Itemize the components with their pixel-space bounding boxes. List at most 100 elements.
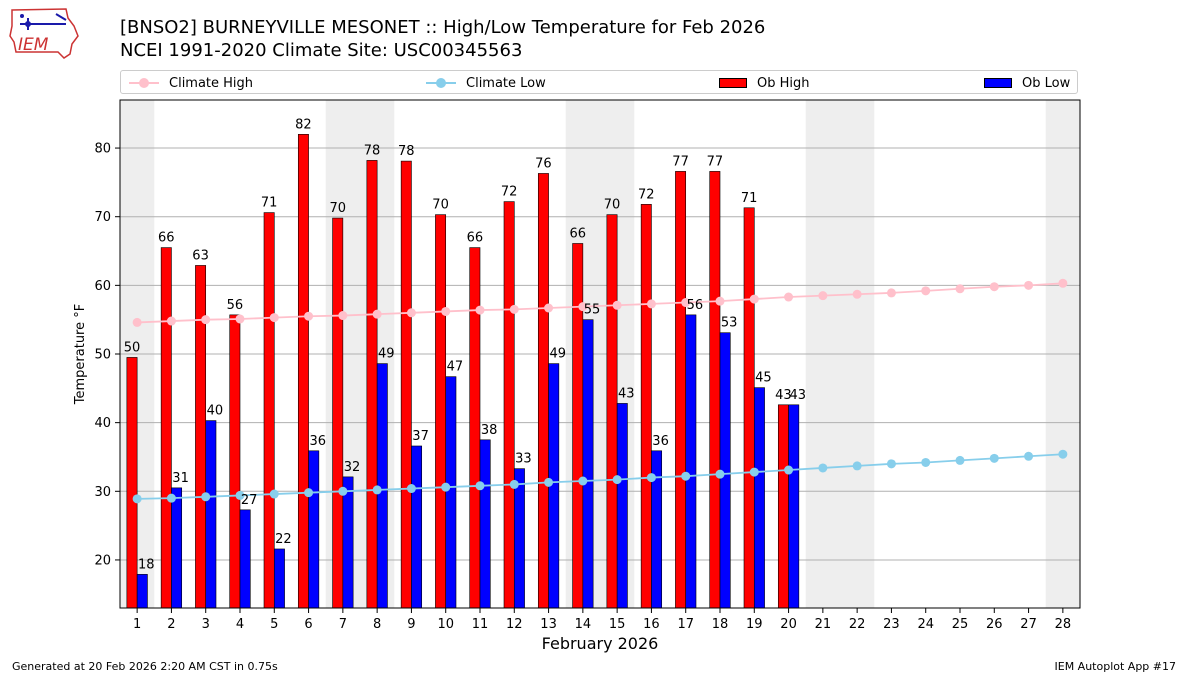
climate-high-point xyxy=(475,305,485,315)
ob-high-label: 72 xyxy=(638,187,655,202)
x-tick-label: 18 xyxy=(712,617,729,632)
climate-low-point xyxy=(338,486,348,496)
ob-low-bar xyxy=(513,468,525,608)
climate-high-point xyxy=(578,302,588,312)
climate-high-point xyxy=(681,298,691,308)
ob-low-label: 32 xyxy=(344,460,361,475)
climate-high-point xyxy=(612,300,622,310)
legend-ob-low-label: Ob Low xyxy=(1022,75,1071,91)
ob-high-bar xyxy=(400,160,412,608)
ob-low-bar xyxy=(171,487,183,608)
x-tick-label: 14 xyxy=(575,617,592,632)
legend-climate-low-label: Climate Low xyxy=(466,75,546,91)
x-tick-label: 12 xyxy=(506,617,523,632)
ob-high-bar xyxy=(297,134,309,608)
climate-low-point xyxy=(578,476,588,486)
climate-high-point xyxy=(886,288,896,298)
legend-ob-high-swatch xyxy=(719,78,747,88)
ob-high-label: 43 xyxy=(775,388,792,403)
ob-low-bar xyxy=(205,420,217,608)
ob-high-bar xyxy=(229,314,241,608)
x-axis-label: February 2026 xyxy=(542,634,659,653)
climate-low-point xyxy=(406,484,416,494)
climate-low-point xyxy=(475,481,485,491)
x-tick-label: 3 xyxy=(202,617,210,632)
ob-high-bar xyxy=(366,160,378,608)
climate-high-point xyxy=(921,286,931,296)
ob-high-bar xyxy=(777,404,789,608)
y-tick-label: 40 xyxy=(94,416,111,431)
climate-low-point xyxy=(989,453,999,463)
climate-low-point xyxy=(749,467,759,477)
ob-high-label: 70 xyxy=(329,201,346,216)
ob-low-bar xyxy=(788,404,800,608)
ob-high-label: 72 xyxy=(501,185,518,200)
x-tick-label: 5 xyxy=(270,617,278,632)
ob-low-label: 36 xyxy=(309,434,326,449)
x-tick-label: 16 xyxy=(643,617,660,632)
ob-high-label: 56 xyxy=(227,298,244,313)
ob-low-bar xyxy=(342,476,354,608)
climate-low-point xyxy=(1058,449,1068,459)
y-tick-label: 20 xyxy=(94,553,111,568)
climate-low-point xyxy=(921,457,931,467)
climate-low-point xyxy=(235,490,245,500)
ob-low-label: 36 xyxy=(652,434,669,449)
ob-low-bar xyxy=(136,574,148,608)
y-tick-label: 50 xyxy=(94,348,111,363)
climate-low-point xyxy=(852,461,862,471)
iem-logo: IEM xyxy=(9,8,79,59)
ob-low-label: 40 xyxy=(207,404,224,419)
x-tick-label: 26 xyxy=(986,617,1003,632)
chart-title: [BNSO2] BURNEYVILLE MESONET :: High/Low … xyxy=(120,17,766,38)
climate-high-point xyxy=(509,304,519,314)
legend-climate-high: Climate High xyxy=(129,74,253,92)
climate-low-point xyxy=(269,489,279,499)
y-tick-label: 60 xyxy=(94,279,111,294)
y-axis-label: Temperature °F xyxy=(73,304,88,405)
climate-low-line xyxy=(137,453,1063,500)
climate-low-point xyxy=(132,494,142,504)
ob-low-label: 43 xyxy=(789,388,806,403)
x-tick-label: 15 xyxy=(609,617,626,632)
climate-high-point xyxy=(1024,280,1034,290)
x-tick-label: 28 xyxy=(1055,617,1072,632)
ob-high-label: 70 xyxy=(432,198,449,213)
climate-low-point xyxy=(201,492,211,502)
ob-high-label: 66 xyxy=(158,231,175,246)
climate-high-point xyxy=(304,311,314,321)
y-tick-label: 80 xyxy=(94,142,111,157)
ob-low-label: 55 xyxy=(584,303,601,318)
x-tick-label: 10 xyxy=(437,617,454,632)
x-tick-label: 23 xyxy=(883,617,900,632)
ob-high-label: 63 xyxy=(192,248,209,263)
y-tick-label: 30 xyxy=(94,485,111,500)
x-tick-label: 17 xyxy=(677,617,694,632)
logo-text: IEM xyxy=(18,35,49,55)
ob-low-label: 43 xyxy=(618,386,635,401)
climate-low-point xyxy=(681,471,691,481)
ob-high-label: 71 xyxy=(261,196,278,211)
ob-high-bar xyxy=(709,171,721,608)
climate-high-point xyxy=(818,291,828,301)
climate-low-point xyxy=(304,488,314,498)
ob-high-label: 82 xyxy=(295,117,312,132)
x-tick-label: 13 xyxy=(540,617,557,632)
climate-low-point xyxy=(818,463,828,473)
x-tick-label: 4 xyxy=(236,617,244,632)
ob-high-bar xyxy=(332,217,344,608)
ob-high-bar xyxy=(606,214,618,608)
ob-high-label: 71 xyxy=(741,191,758,206)
climate-high-point xyxy=(955,284,965,294)
legend-ob-high: Ob High xyxy=(719,74,810,92)
app-note: IEM Autoplot App #17 xyxy=(1054,660,1177,673)
climate-low-point xyxy=(166,493,176,503)
x-tick-label: 2 xyxy=(167,617,175,632)
ob-low-label: 31 xyxy=(172,471,189,486)
ob-high-bar xyxy=(126,357,138,608)
ob-high-label: 66 xyxy=(569,226,586,241)
ob-low-bar xyxy=(239,509,251,608)
ob-low-label: 49 xyxy=(549,347,566,362)
climate-low-point xyxy=(372,485,382,495)
ob-low-bar xyxy=(308,450,320,608)
